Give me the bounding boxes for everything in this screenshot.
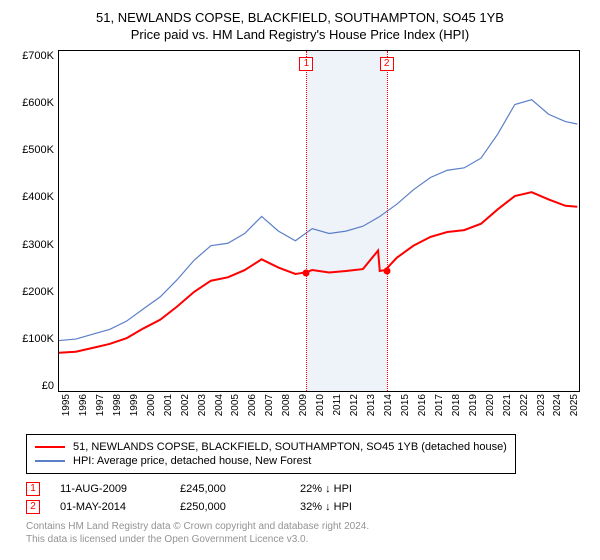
x-tick-label: 1997 — [95, 394, 106, 416]
sales-table: 1 11-AUG-2009£245,00022% ↓ HPI 2 01-MAY-201… — [26, 482, 590, 514]
sale-date: 01-MAY-2014 — [60, 501, 180, 513]
line-svg — [59, 51, 579, 392]
chart-title: 51, NEWLANDS COPSE, BLACKFIELD, SOUTHAMP… — [10, 10, 590, 25]
x-tick-label: 2020 — [485, 394, 496, 416]
legend-label: HPI: Average price, detached house, New … — [73, 455, 311, 467]
sale-dot — [383, 267, 390, 274]
y-tick-label: £700K — [22, 50, 54, 62]
y-tick-label: £300K — [22, 239, 54, 251]
sale-vline — [387, 51, 388, 391]
sale-index-box: 2 — [26, 500, 40, 514]
sale-date: 11-AUG-2009 — [60, 483, 180, 495]
footer-line-2: This data is licensed under the Open Gov… — [26, 533, 590, 546]
x-tick-label: 2001 — [163, 394, 174, 416]
sale-marker-box: 1 — [299, 57, 313, 71]
x-tick-label: 2015 — [400, 394, 411, 416]
x-tick-label: 2006 — [247, 394, 258, 416]
legend-label: 51, NEWLANDS COPSE, BLACKFIELD, SOUTHAMP… — [73, 441, 507, 453]
chart-container: 51, NEWLANDS COPSE, BLACKFIELD, SOUTHAMP… — [0, 0, 600, 556]
y-tick-label: £100K — [22, 333, 54, 345]
sale-marker-box: 2 — [380, 57, 394, 71]
sale-row: 1 11-AUG-2009£245,00022% ↓ HPI — [26, 482, 590, 496]
y-tick-label: £400K — [22, 191, 54, 203]
sale-dot — [303, 270, 310, 277]
x-tick-label: 1996 — [78, 394, 89, 416]
sale-delta: 22% ↓ HPI — [300, 483, 420, 495]
sale-delta: 32% ↓ HPI — [300, 501, 420, 513]
x-tick-label: 2000 — [146, 394, 157, 416]
x-tick-label: 2012 — [349, 394, 360, 416]
sale-vline — [306, 51, 307, 391]
legend-item: 51, NEWLANDS COPSE, BLACKFIELD, SOUTHAMP… — [35, 441, 507, 453]
x-tick-label: 2005 — [230, 394, 241, 416]
chart-subtitle: Price paid vs. HM Land Registry's House … — [10, 27, 590, 42]
x-tick-label: 2013 — [366, 394, 377, 416]
x-tick-label: 2007 — [264, 394, 275, 416]
sale-price: £250,000 — [180, 501, 300, 513]
x-tick-label: 2021 — [502, 394, 513, 416]
x-tick-label: 2010 — [315, 394, 326, 416]
y-axis: £700K £600K £500K £400K £300K £200K £100K £0 — [10, 50, 58, 392]
x-tick-label: 2009 — [298, 394, 309, 416]
series-property — [59, 192, 577, 353]
sale-index-box: 1 — [26, 482, 40, 496]
x-tick-label: 1995 — [61, 394, 72, 416]
x-tick-label: 2019 — [468, 394, 479, 416]
x-tick-label: 2002 — [180, 394, 191, 416]
x-tick-label: 2014 — [383, 394, 394, 416]
x-tick-label: 2022 — [519, 394, 530, 416]
y-tick-label: £0 — [42, 380, 54, 392]
plot-area: 12 — [58, 50, 580, 392]
y-tick-label: £600K — [22, 97, 54, 109]
x-tick-label: 2011 — [332, 394, 343, 416]
x-tick-label: 2017 — [434, 394, 445, 416]
series-hpi — [59, 100, 577, 341]
x-tick-label: 2023 — [536, 394, 547, 416]
footer: Contains HM Land Registry data © Crown c… — [26, 520, 590, 546]
y-tick-label: £500K — [22, 144, 54, 156]
legend-swatch — [35, 446, 65, 448]
x-tick-label: 2024 — [552, 394, 563, 416]
sale-price: £245,000 — [180, 483, 300, 495]
x-axis: 1995 1996 1997 1998 1999 2000 2001 2002 2003 2004… — [58, 392, 580, 428]
legend-item: HPI: Average price, detached house, New … — [35, 455, 507, 467]
legend-swatch — [35, 460, 65, 462]
y-tick-label: £200K — [22, 286, 54, 298]
x-tick-label: 1999 — [129, 394, 140, 416]
sale-row: 2 01-MAY-2014£250,00032% ↓ HPI — [26, 500, 590, 514]
x-tick-label: 2025 — [569, 394, 580, 416]
x-tick-label: 2004 — [214, 394, 225, 416]
x-tick-label: 2003 — [197, 394, 208, 416]
x-tick-label: 2018 — [451, 394, 462, 416]
x-tick-label: 2008 — [281, 394, 292, 416]
legend: 51, NEWLANDS COPSE, BLACKFIELD, SOUTHAMP… — [26, 434, 516, 474]
footer-line-1: Contains HM Land Registry data © Crown c… — [26, 520, 590, 533]
x-tick-label: 2016 — [417, 394, 428, 416]
x-tick-label: 1998 — [112, 394, 123, 416]
chart-area: £700K£600K£500K£400K£300K£200K£100K£0 12 — [10, 50, 590, 392]
